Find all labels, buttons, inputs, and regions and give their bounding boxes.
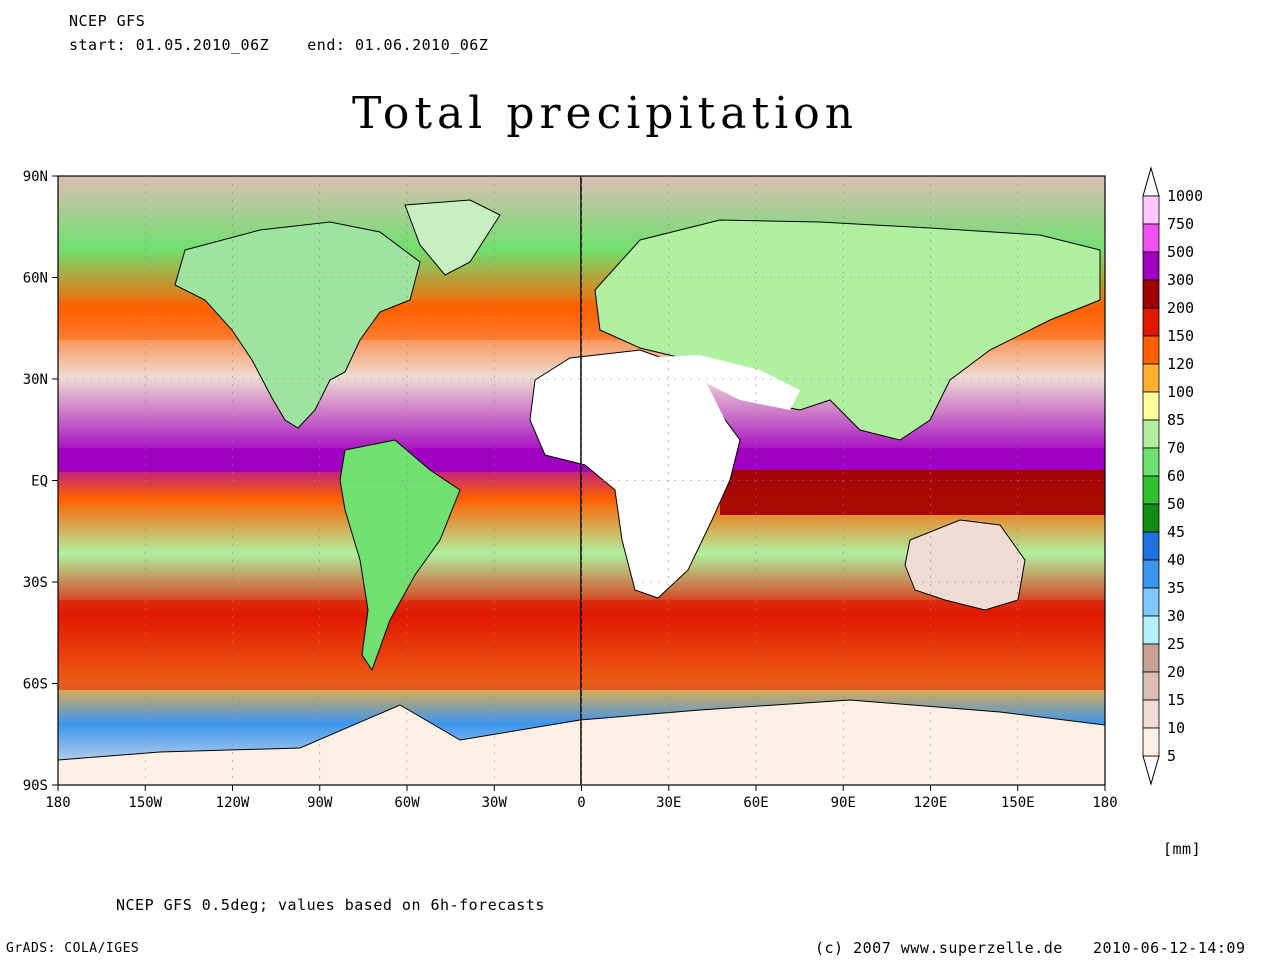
map-title: Total precipitation (351, 88, 859, 139)
legend-swatch (1142, 727, 1160, 757)
copyright: (c) 2007 www.superzelle.de (815, 939, 1063, 957)
legend-level-label: 50 (1167, 495, 1185, 513)
legend-unit: [mm] (1163, 840, 1202, 858)
legend-swatch (1142, 559, 1160, 589)
end-date: 01.06.2010_06Z (354, 36, 489, 54)
legend-level-label: 25 (1167, 635, 1185, 653)
lon-label: 120W (216, 795, 250, 811)
lat-label: 90N (23, 169, 48, 185)
legend-swatch (1142, 335, 1160, 365)
lon-label: 60W (394, 795, 420, 811)
legend-top-arrow (1142, 166, 1160, 197)
legend-swatch (1142, 643, 1160, 673)
legend-level-label: 200 (1167, 299, 1194, 317)
legend-swatch (1142, 531, 1160, 561)
timestamp: 2010-06-12-14:09 (1093, 939, 1246, 957)
legend-swatch (1142, 587, 1160, 617)
legend-level-label: 120 (1167, 355, 1194, 373)
legend-swatch (1142, 251, 1160, 281)
lat-label: 90S (23, 778, 48, 794)
legend-level-label: 5 (1167, 747, 1176, 765)
legend-swatch (1142, 699, 1160, 729)
source-note: NCEP GFS 0.5deg; values based on 6h-fore… (116, 896, 545, 914)
legend-level-label: 70 (1167, 439, 1185, 457)
legend-level-label: 1000 (1167, 187, 1203, 205)
lon-label: 60E (743, 795, 768, 811)
lon-label: 30E (656, 795, 681, 811)
legend-level-label: 35 (1167, 579, 1185, 597)
color-legend: 1000 750 500 300 200 150 120 100 85 70 60 50 45 40 35 3… (1142, 166, 1203, 786)
legend-level-label: 85 (1167, 411, 1185, 429)
lon-label: 90E (831, 795, 856, 811)
legend-level-label: 60 (1167, 467, 1185, 485)
legend-swatch (1142, 447, 1160, 477)
legend-level-label: 150 (1167, 327, 1194, 345)
lon-label: 150W (128, 795, 162, 811)
legend-level-label: 300 (1167, 271, 1194, 289)
warm-pool-band (720, 470, 1105, 515)
lat-label: 60S (23, 677, 48, 693)
legend-level-label: 750 (1167, 215, 1194, 233)
legend-level-label: 30 (1167, 607, 1185, 625)
legend-swatch (1142, 615, 1160, 645)
legend-swatch (1142, 195, 1160, 225)
grads-credit: GrADS: COLA/IGES (6, 941, 140, 956)
lon-label: 150E (1001, 795, 1035, 811)
lon-label: 180 (45, 795, 70, 811)
period-line: start: 01.05.2010_06Z end: 01.06.2010_06… (69, 36, 488, 54)
greenland-land (404, 199, 501, 276)
lat-label: EQ (31, 474, 48, 490)
lon-label: 0 (577, 795, 585, 811)
legend-level-label: 500 (1167, 243, 1194, 261)
north-america-land (174, 221, 421, 429)
legend-level-label: 45 (1167, 523, 1185, 541)
south-america-land (339, 439, 461, 672)
lat-label: 30S (23, 575, 48, 591)
legend-swatch (1142, 363, 1160, 393)
longitude-axis: 180 150W 120W 90W 60W 30W 0 30E 60E 90E 120E 150E 18… (45, 176, 1118, 811)
lat-label: 30N (23, 372, 48, 388)
legend-swatch (1142, 419, 1160, 449)
precipitation-map: 90N 60N 30N EQ 30S 60S 90S 180 150W 120W 90W 60W 30… (23, 166, 1203, 811)
legend-swatch (1142, 475, 1160, 505)
legend-level-label: 40 (1167, 551, 1185, 569)
legend-level-label: 15 (1167, 691, 1185, 709)
start-label: start: (69, 36, 127, 54)
legend-swatch (1142, 307, 1160, 337)
model-label: NCEP GFS (69, 12, 146, 30)
legend-swatch (1142, 671, 1160, 701)
legend-swatch (1142, 391, 1160, 421)
legend-bottom-arrow (1142, 755, 1160, 786)
legend-level-label: 10 (1167, 719, 1185, 737)
lon-label: 90W (307, 795, 333, 811)
legend-level-label: 20 (1167, 663, 1185, 681)
australia-land (904, 519, 1026, 611)
lat-label: 60N (23, 271, 48, 287)
legend-level-label: 100 (1167, 383, 1194, 401)
legend-swatch (1142, 503, 1160, 533)
lon-label: 180 (1092, 795, 1117, 811)
sahara-dry (540, 365, 725, 445)
lon-label: 30W (482, 795, 508, 811)
end-label: end: (307, 36, 346, 54)
lon-label: 120E (914, 795, 948, 811)
start-date: 01.05.2010_06Z (135, 36, 270, 54)
legend-swatch (1142, 223, 1160, 253)
legend-swatch (1142, 279, 1160, 309)
